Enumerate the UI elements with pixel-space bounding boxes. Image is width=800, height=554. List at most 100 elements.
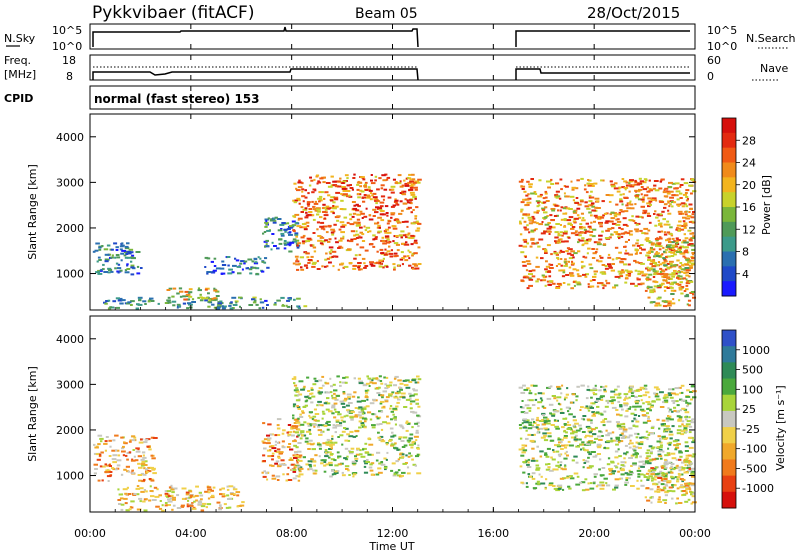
echo-cell	[599, 256, 604, 259]
echo-cell	[633, 414, 638, 417]
echo-cell	[303, 434, 307, 437]
echo-cell	[569, 475, 573, 478]
echo-cell	[401, 257, 405, 259]
nsky-right-tick-top: 10^5	[707, 24, 737, 37]
freq-left-tick-top: 18	[62, 54, 76, 67]
echo-cell	[620, 228, 624, 231]
echo-cell	[384, 387, 389, 390]
echo-cell	[119, 269, 123, 272]
echo-cell	[313, 408, 317, 411]
echo-cell	[394, 442, 397, 445]
echo-cell	[531, 269, 536, 272]
echo-cell	[291, 463, 296, 466]
echo-cell	[111, 458, 117, 461]
echo-cell	[301, 410, 304, 413]
echo-cell	[151, 468, 156, 471]
echo-cell	[663, 195, 669, 198]
echo-cell	[651, 265, 656, 268]
echo-cell	[332, 180, 337, 183]
echo-cell	[531, 275, 536, 278]
echo-cell	[350, 410, 355, 413]
echo-cell	[525, 460, 529, 463]
echo-cell	[523, 444, 528, 447]
echo-cell	[680, 286, 685, 288]
echo-cell	[323, 214, 329, 217]
echo-cell	[518, 244, 523, 247]
echo-cell	[563, 423, 567, 426]
echo-cell	[378, 462, 382, 465]
echo-cell	[375, 199, 379, 202]
echo-cell	[628, 180, 633, 183]
echo-cell	[296, 305, 299, 308]
echo-cell	[615, 409, 619, 411]
echo-cell	[348, 397, 351, 400]
echo-cell	[636, 479, 639, 482]
echo-cell	[644, 238, 649, 241]
echo-cell	[568, 257, 573, 260]
echo-cell	[331, 435, 334, 438]
echo-cell	[320, 462, 324, 465]
echo-cell	[380, 463, 386, 466]
echo-cell	[518, 180, 524, 183]
echo-cell	[643, 476, 648, 478]
echo-cell	[611, 431, 615, 434]
echo-cell	[575, 395, 579, 398]
echo-cell	[312, 208, 317, 211]
echo-cell	[314, 454, 318, 457]
echo-cell	[351, 460, 357, 463]
echo-cell	[625, 276, 629, 279]
echo-cell	[609, 467, 614, 470]
echo-cell	[382, 242, 387, 245]
echo-cell	[690, 216, 695, 219]
echo-cell	[661, 300, 667, 303]
echo-cell	[568, 266, 572, 269]
echo-cell	[534, 193, 538, 195]
echo-cell	[688, 221, 693, 223]
echo-cell	[656, 297, 661, 300]
echo-cell	[289, 448, 294, 451]
echo-cell	[686, 420, 692, 423]
echo-cell	[673, 253, 677, 256]
echo-cell	[551, 209, 556, 212]
echo-cell	[186, 295, 190, 298]
echo-cell	[413, 239, 418, 242]
echo-cell	[237, 272, 242, 275]
echo-cell	[356, 183, 360, 186]
echo-cell	[537, 201, 540, 204]
echo-cell	[223, 503, 227, 506]
echo-cell	[646, 276, 650, 279]
echo-cell	[625, 184, 630, 187]
echo-cell	[317, 239, 322, 242]
echo-cell	[348, 240, 354, 243]
echo-cell	[654, 457, 659, 460]
echo-cell	[684, 271, 690, 274]
echo-cell	[170, 484, 173, 487]
echo-cell	[358, 382, 364, 385]
echo-cell	[621, 434, 626, 437]
echo-cell	[188, 291, 193, 294]
echo-cell	[565, 417, 568, 420]
echo-cell	[184, 290, 189, 293]
echo-cell	[409, 191, 415, 194]
echo-cell	[326, 438, 330, 441]
echo-cell	[684, 210, 687, 213]
echo-cell	[357, 221, 361, 224]
echo-cell	[565, 406, 570, 409]
echo-cell	[159, 500, 162, 502]
echo-cell	[568, 248, 573, 251]
freq-label-line1: Freq.	[4, 54, 31, 67]
echo-cell	[586, 407, 590, 410]
echo-cell	[307, 468, 310, 471]
echo-cell	[581, 226, 586, 229]
echo-cell	[299, 256, 304, 259]
echo-cell	[685, 199, 689, 202]
echo-cell	[319, 404, 322, 407]
echo-cell	[411, 222, 416, 225]
echo-cell	[520, 411, 526, 414]
echo-cell	[386, 415, 389, 418]
echo-cell	[682, 246, 688, 249]
echo-cell	[208, 298, 213, 300]
echo-cell	[526, 463, 530, 466]
echo-cell	[406, 199, 409, 202]
echo-cell	[316, 221, 320, 224]
